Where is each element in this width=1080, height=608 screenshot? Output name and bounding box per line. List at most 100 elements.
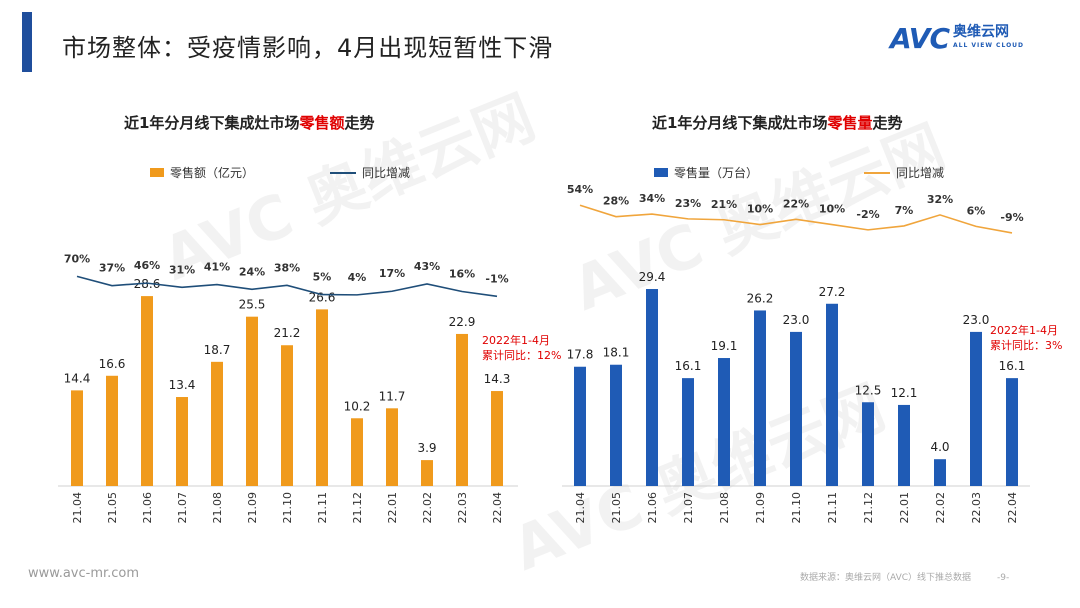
bar xyxy=(610,364,622,486)
bar xyxy=(456,333,468,486)
bar-label: 18.1 xyxy=(603,346,630,360)
logo-en: ALL VIEW CLOUD xyxy=(953,41,1025,49)
bar-label: 16.6 xyxy=(99,357,126,371)
line-label: 10% xyxy=(819,203,845,216)
x-tick-label: 21.06 xyxy=(141,492,154,524)
chart-title-prefix: 近1年分月线下集成灶市场 xyxy=(124,114,300,132)
line-label: 54% xyxy=(567,183,593,196)
bar-label: 26.2 xyxy=(747,291,774,305)
line-label: -1% xyxy=(485,272,508,285)
bar xyxy=(211,361,223,486)
bar-label: 12.1 xyxy=(891,386,918,400)
bar-label: 11.7 xyxy=(379,389,406,403)
line-label: 24% xyxy=(239,265,265,278)
legend-bar-label: 零售量（万台） xyxy=(674,166,759,180)
chart-title-right: 近1年分月线下集成灶市场零售量走势 xyxy=(652,112,902,133)
bar-label: 14.4 xyxy=(64,371,91,385)
annotation-line: 2022年1-4月 xyxy=(990,324,1058,337)
x-tick-label: 21.11 xyxy=(316,492,329,524)
annotation-line: 累计同比：3% xyxy=(990,339,1063,352)
bar xyxy=(646,289,658,486)
x-tick-label: 22.02 xyxy=(934,492,947,524)
bar-label: 14.3 xyxy=(484,372,511,386)
bar xyxy=(281,345,293,486)
x-tick-label: 22.04 xyxy=(1006,492,1019,524)
bar xyxy=(246,316,258,486)
bar-label: 4.0 xyxy=(930,440,949,454)
legend-line-label: 同比增减 xyxy=(362,166,411,180)
x-tick-label: 21.10 xyxy=(790,492,803,524)
bar xyxy=(491,391,503,486)
line-label: 5% xyxy=(313,271,332,284)
line-label: 37% xyxy=(99,262,125,275)
bar-label: 19.1 xyxy=(711,339,738,353)
line-label: 46% xyxy=(134,259,160,272)
annotation-line: 累计同比：12% xyxy=(482,349,562,362)
x-tick-label: 21.09 xyxy=(246,492,259,524)
bar xyxy=(176,397,188,486)
footer-url[interactable]: www.avc-mr.com xyxy=(28,566,140,581)
x-tick-label: 21.04 xyxy=(71,492,84,524)
bar xyxy=(316,309,328,486)
x-tick-label: 21.12 xyxy=(862,492,875,524)
bar xyxy=(351,418,363,486)
chart-title-left: 近1年分月线下集成灶市场零售额走势 xyxy=(124,112,374,133)
x-tick-label: 21.05 xyxy=(610,492,623,524)
x-tick-label: 21.11 xyxy=(826,492,839,524)
bar-label: 21.2 xyxy=(274,326,301,340)
x-tick-label: 22.04 xyxy=(491,492,504,524)
bar xyxy=(574,366,586,486)
line-label: 70% xyxy=(64,252,90,265)
line-label: 10% xyxy=(747,203,773,216)
bar xyxy=(898,404,910,486)
x-tick-label: 22.03 xyxy=(970,492,983,524)
bar-label: 13.4 xyxy=(169,378,196,392)
title-accent-bar xyxy=(22,12,32,72)
bar xyxy=(1006,378,1018,486)
x-tick-label: 21.07 xyxy=(176,492,189,524)
line-label: 21% xyxy=(711,198,737,211)
bar-label: 10.2 xyxy=(344,399,371,413)
bar-label: 18.7 xyxy=(204,343,231,357)
bar-label: 16.1 xyxy=(999,359,1026,373)
line-label: 28% xyxy=(603,195,629,208)
line-label: 41% xyxy=(204,261,230,274)
line-label: 23% xyxy=(675,197,701,210)
source-text: 数据来源：奥维云网（AVC）线下推总数据 xyxy=(800,573,972,583)
x-tick-label: 21.08 xyxy=(718,492,731,524)
line-label: -2% xyxy=(856,208,879,221)
bar-label: 29.4 xyxy=(639,270,666,284)
bar-label: 17.8 xyxy=(567,348,594,362)
page-title: 市场整体：受疫情影响，4月出现短暂性下滑 xyxy=(62,34,554,62)
bar xyxy=(141,296,153,486)
line-label: 31% xyxy=(169,263,195,276)
bar-label: 28.6 xyxy=(134,277,161,291)
bar xyxy=(754,310,766,486)
bar xyxy=(718,358,730,486)
bar xyxy=(934,459,946,486)
bar-label: 25.5 xyxy=(239,298,266,312)
bar xyxy=(106,375,118,486)
legend-line-swatch xyxy=(864,171,891,174)
line-label: 6% xyxy=(967,204,986,217)
bar-label: 22.9 xyxy=(449,315,476,329)
footer-source: 数据来源：奥维云网（AVC）线下推总数据 -9- xyxy=(800,570,1009,583)
chart-title-highlight: 零售量 xyxy=(827,114,873,132)
bar xyxy=(421,460,433,486)
line-label: 43% xyxy=(414,260,440,273)
bar-label: 23.0 xyxy=(963,313,990,327)
x-tick-label: 22.03 xyxy=(456,492,469,524)
legend-bar-label: 零售额（亿元） xyxy=(170,166,255,180)
annotation-right: 2022年1-4月 累计同比：3% xyxy=(990,323,1062,353)
x-tick-label: 21.06 xyxy=(646,492,659,524)
x-tick-label: 21.12 xyxy=(351,492,364,524)
bar xyxy=(71,390,83,486)
x-tick-label: 21.09 xyxy=(754,492,767,524)
x-tick-label: 22.02 xyxy=(421,492,434,524)
bar-label: 3.9 xyxy=(417,441,436,455)
legend-right: 零售量（万台） 同比增减 xyxy=(654,164,944,181)
x-tick-label: 21.08 xyxy=(211,492,224,524)
bar xyxy=(862,402,874,486)
